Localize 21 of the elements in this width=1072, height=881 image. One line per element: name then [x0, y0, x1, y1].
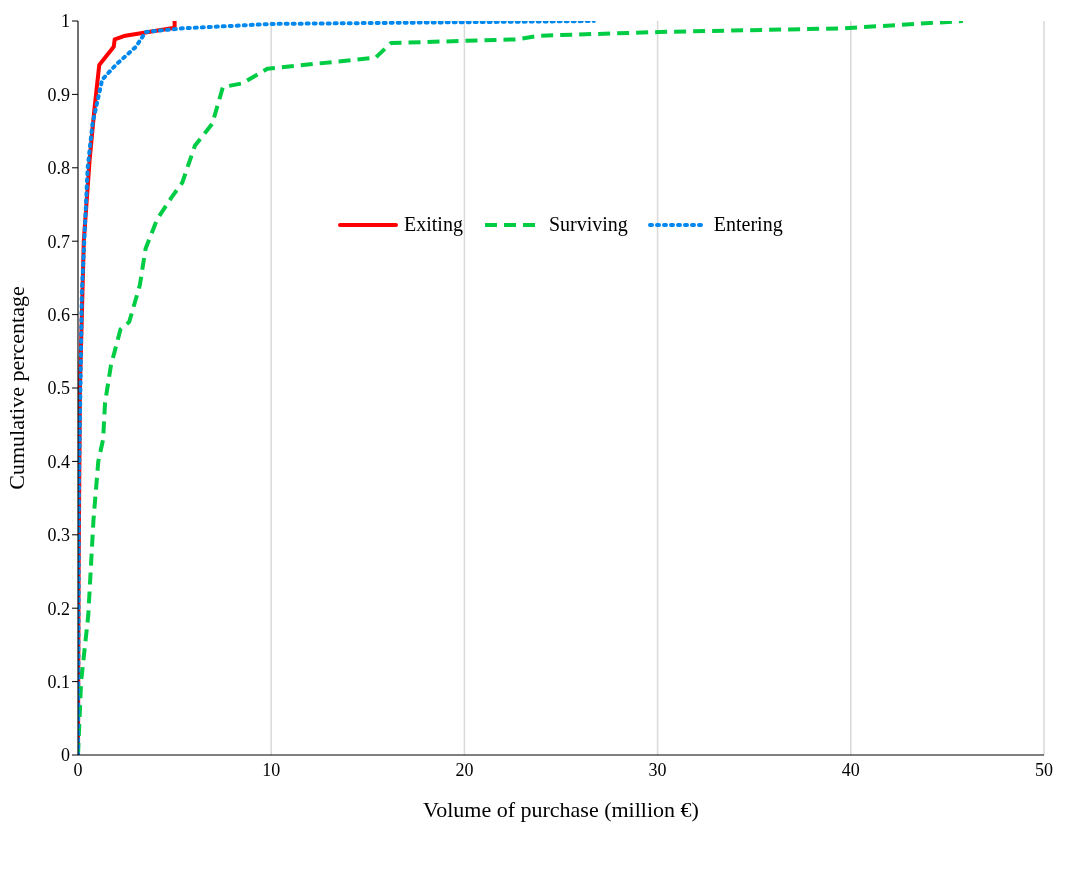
- x-tick-label: 40: [841, 759, 860, 780]
- y-tick-label: 0.9: [47, 84, 70, 105]
- x-tick-label: 20: [455, 759, 474, 780]
- legend-label: Surviving: [548, 213, 628, 236]
- legend-label: Exiting: [404, 213, 463, 236]
- x-tick-label: 50: [1035, 759, 1053, 780]
- y-tick-label: 0.7: [47, 231, 70, 252]
- x-axis-title: Volume of purchase (million €): [423, 797, 699, 822]
- legend-label: Entering: [713, 213, 783, 236]
- y-tick-label: 0.6: [47, 304, 70, 325]
- y-tick-label: 0.8: [47, 158, 70, 179]
- y-tick-label: 0.3: [47, 525, 70, 546]
- y-tick-label: 0.4: [47, 451, 70, 472]
- x-tick-label: 10: [262, 759, 281, 780]
- y-axis-title: Cumulative percentage: [3, 286, 29, 490]
- y-tick-label: 0.5: [47, 378, 70, 399]
- y-tick-label: 1: [61, 11, 70, 32]
- x-tick-label: 30: [648, 759, 667, 780]
- y-tick-label: 0: [61, 745, 70, 766]
- y-tick-label: 0.1: [47, 671, 70, 692]
- y-tick-label: 0.2: [47, 598, 70, 619]
